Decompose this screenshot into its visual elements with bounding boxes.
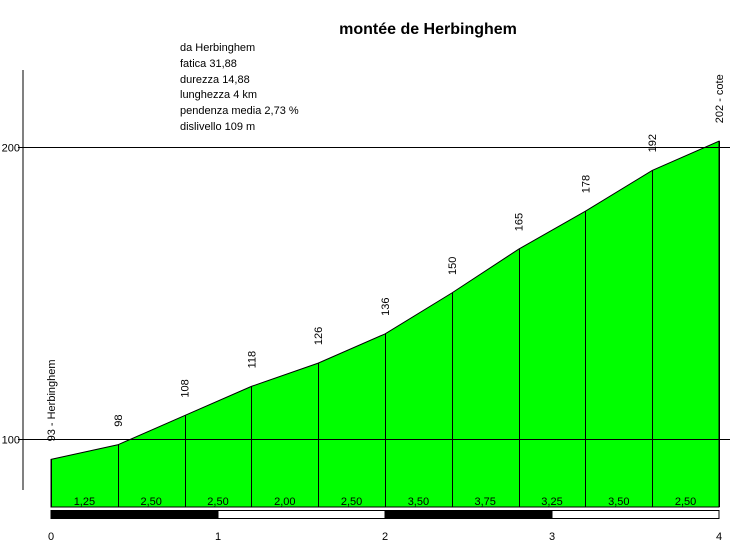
info-start: da Herbinghem <box>180 42 256 54</box>
segment-gradient-label: 1,25 <box>74 496 95 508</box>
segment-gradient-label: 2,50 <box>675 496 696 508</box>
elevation-label: 108 <box>180 379 192 397</box>
elevation-label: 136 <box>380 298 392 316</box>
x-tick-label: 4 <box>716 531 722 543</box>
info-elevation-gain: dislivello 109 m <box>180 120 256 133</box>
x-tick-label: 3 <box>549 531 555 543</box>
elevation-label: 126 <box>313 327 325 345</box>
scale-bar-km-3 <box>551 510 720 519</box>
segment-gradient-label: 2,50 <box>140 496 161 508</box>
elevation-label: 98 <box>113 415 125 427</box>
elevation-label: 192 <box>647 134 659 152</box>
elevation-label: 202 - cote <box>714 74 726 123</box>
segment-gradient-label: 2,50 <box>207 496 228 508</box>
info-durezza: durezza 14,88 <box>180 73 250 86</box>
chart-title: montée de Herbinghem <box>339 21 517 38</box>
distance-scale-bar: 0 1 2 3 4 <box>48 510 722 543</box>
segment-gradient-label: 3,25 <box>541 496 562 508</box>
elevation-label: 150 <box>447 257 459 275</box>
y-tick-label: 100 <box>2 435 20 447</box>
scale-bar-km-0 <box>50 510 219 519</box>
segment-gradient-label: 2,00 <box>274 496 295 508</box>
elevation-label: 178 <box>580 175 592 193</box>
y-tick-label: 200 <box>2 143 20 155</box>
info-length: lunghezza 4 km <box>180 89 258 102</box>
elevation-label: 118 <box>246 351 258 369</box>
x-tick-label: 0 <box>48 531 54 543</box>
climb-info: da Herbinghem fatica 31,88 durezza 14,88… <box>180 41 299 136</box>
info-avg-gradient: pendenza media 2,73 % <box>180 105 299 118</box>
y-axis: 100 200 <box>2 70 24 490</box>
x-tick-label: 1 <box>215 531 221 543</box>
x-tick-label: 2 <box>382 531 388 543</box>
profile-area <box>23 140 730 508</box>
point-labels: 93 - Herbinghem 98 108 118 126 136 150 165 178 19… <box>46 74 726 508</box>
elevation-label: 165 <box>514 213 526 231</box>
info-fatica: fatica 31,88 <box>180 57 237 70</box>
scale-bar-km-1 <box>217 510 386 519</box>
scale-bar-km-2 <box>384 510 553 519</box>
segment-gradient-label: 2,50 <box>341 496 362 508</box>
elevation-label: 93 - Herbinghem <box>46 359 58 441</box>
segment-gradient-label: 3,50 <box>608 496 629 508</box>
segment-gradient-label: 3,50 <box>408 496 429 508</box>
segment-gradient-label: 3,75 <box>474 496 495 508</box>
